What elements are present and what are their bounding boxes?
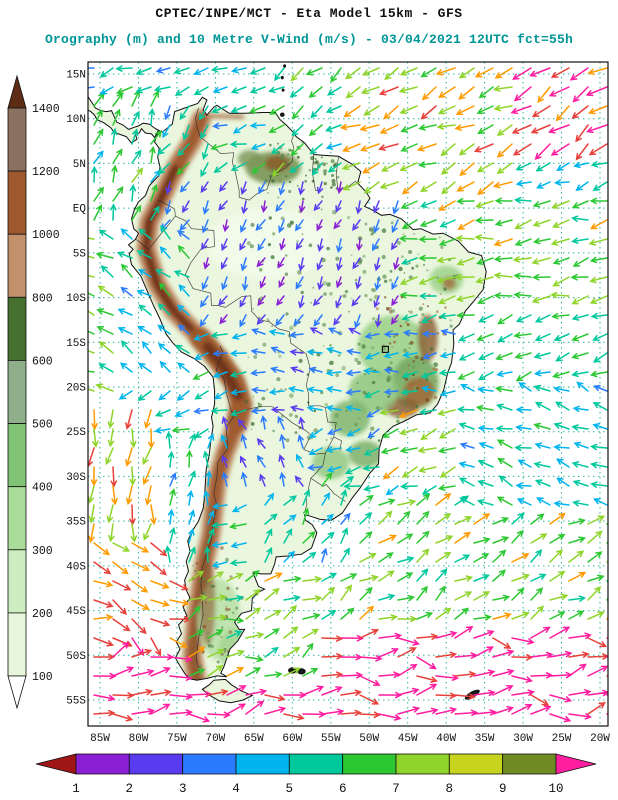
- svg-text:7: 7: [392, 782, 400, 796]
- island: [283, 64, 287, 68]
- svg-text:400: 400: [32, 482, 53, 495]
- svg-text:65W: 65W: [244, 733, 264, 745]
- svg-text:25W: 25W: [552, 733, 572, 745]
- lon-labels: 85W 80W 75W 70W 65W 60W 55W 50W 45W 40W 35W 30W 25W 2…: [90, 733, 610, 745]
- svg-text:5N: 5N: [73, 159, 86, 171]
- svg-text:50W: 50W: [359, 733, 379, 745]
- coastline: [88, 96, 487, 704]
- svg-text:1000: 1000: [32, 229, 60, 242]
- map-frame: [87, 61, 609, 727]
- svg-text:70W: 70W: [205, 733, 225, 745]
- lat-labels: 15N 10N 5N EQ 5S 10S 15S 20S 25S 30S 35S 40S 45S 50S 5…: [66, 70, 86, 708]
- svg-text:3: 3: [179, 782, 187, 796]
- orography-colorbar: 1400 1200 1000 800 600 500 400 300 200 100: [2, 56, 86, 768]
- svg-text:20W: 20W: [590, 733, 610, 745]
- svg-text:1200: 1200: [32, 166, 60, 179]
- svg-text:50S: 50S: [66, 651, 86, 663]
- wind-speed-colorbar: 1 2 3 4 5 6 7 8 9 10: [0, 746, 618, 800]
- svg-text:30S: 30S: [66, 472, 86, 484]
- svg-text:10S: 10S: [66, 293, 86, 305]
- svg-text:15S: 15S: [66, 338, 86, 350]
- island: [281, 88, 285, 92]
- svg-text:800: 800: [32, 292, 53, 305]
- island: [297, 668, 306, 675]
- orography-colorbar-svg: 1400 1200 1000 800 600 500 400 300 200 100: [7, 74, 60, 710]
- page-title: CPTEC/INPE/MCT - Eta Model 15km - GFS: [155, 6, 463, 21]
- svg-text:10N: 10N: [66, 114, 86, 126]
- svg-text:EQ: EQ: [73, 204, 87, 216]
- speed-colorbar-svg: 1 2 3 4 5 6 7 8 9 10: [35, 753, 597, 796]
- svg-text:75W: 75W: [167, 733, 187, 745]
- svg-text:45S: 45S: [66, 606, 86, 618]
- landmass: [88, 64, 608, 723]
- svg-text:5S: 5S: [73, 248, 87, 260]
- page-subtitle: Orography (m) and 10 Metre V-Wind (m/s) …: [44, 32, 574, 47]
- svg-text:100: 100: [32, 671, 53, 684]
- wind-arrows: [88, 65, 608, 723]
- svg-text:35S: 35S: [66, 517, 86, 529]
- svg-text:1400: 1400: [32, 103, 60, 116]
- svg-text:2: 2: [126, 782, 134, 796]
- island: [280, 112, 285, 117]
- svg-text:25S: 25S: [66, 427, 86, 439]
- svg-text:10: 10: [548, 782, 563, 796]
- svg-text:40S: 40S: [66, 561, 86, 573]
- svg-text:200: 200: [32, 608, 53, 621]
- svg-text:4: 4: [232, 782, 240, 796]
- svg-text:20S: 20S: [66, 383, 86, 395]
- svg-text:30W: 30W: [513, 733, 533, 745]
- svg-text:300: 300: [32, 545, 53, 558]
- svg-text:35W: 35W: [475, 733, 495, 745]
- svg-text:500: 500: [32, 419, 53, 432]
- island: [280, 75, 284, 80]
- svg-text:85W: 85W: [90, 733, 110, 745]
- svg-text:60W: 60W: [282, 733, 302, 745]
- svg-text:5: 5: [286, 782, 294, 796]
- svg-text:15N: 15N: [66, 70, 86, 82]
- svg-text:8: 8: [446, 782, 454, 796]
- svg-text:1: 1: [72, 782, 80, 796]
- station-marker: [381, 345, 389, 353]
- svg-text:9: 9: [499, 782, 507, 796]
- svg-text:6: 6: [339, 782, 347, 796]
- svg-text:45W: 45W: [398, 733, 418, 745]
- svg-text:40W: 40W: [436, 733, 456, 745]
- svg-text:600: 600: [32, 355, 53, 368]
- svg-text:55W: 55W: [321, 733, 341, 745]
- svg-text:80W: 80W: [129, 733, 149, 745]
- svg-text:55S: 55S: [66, 696, 86, 708]
